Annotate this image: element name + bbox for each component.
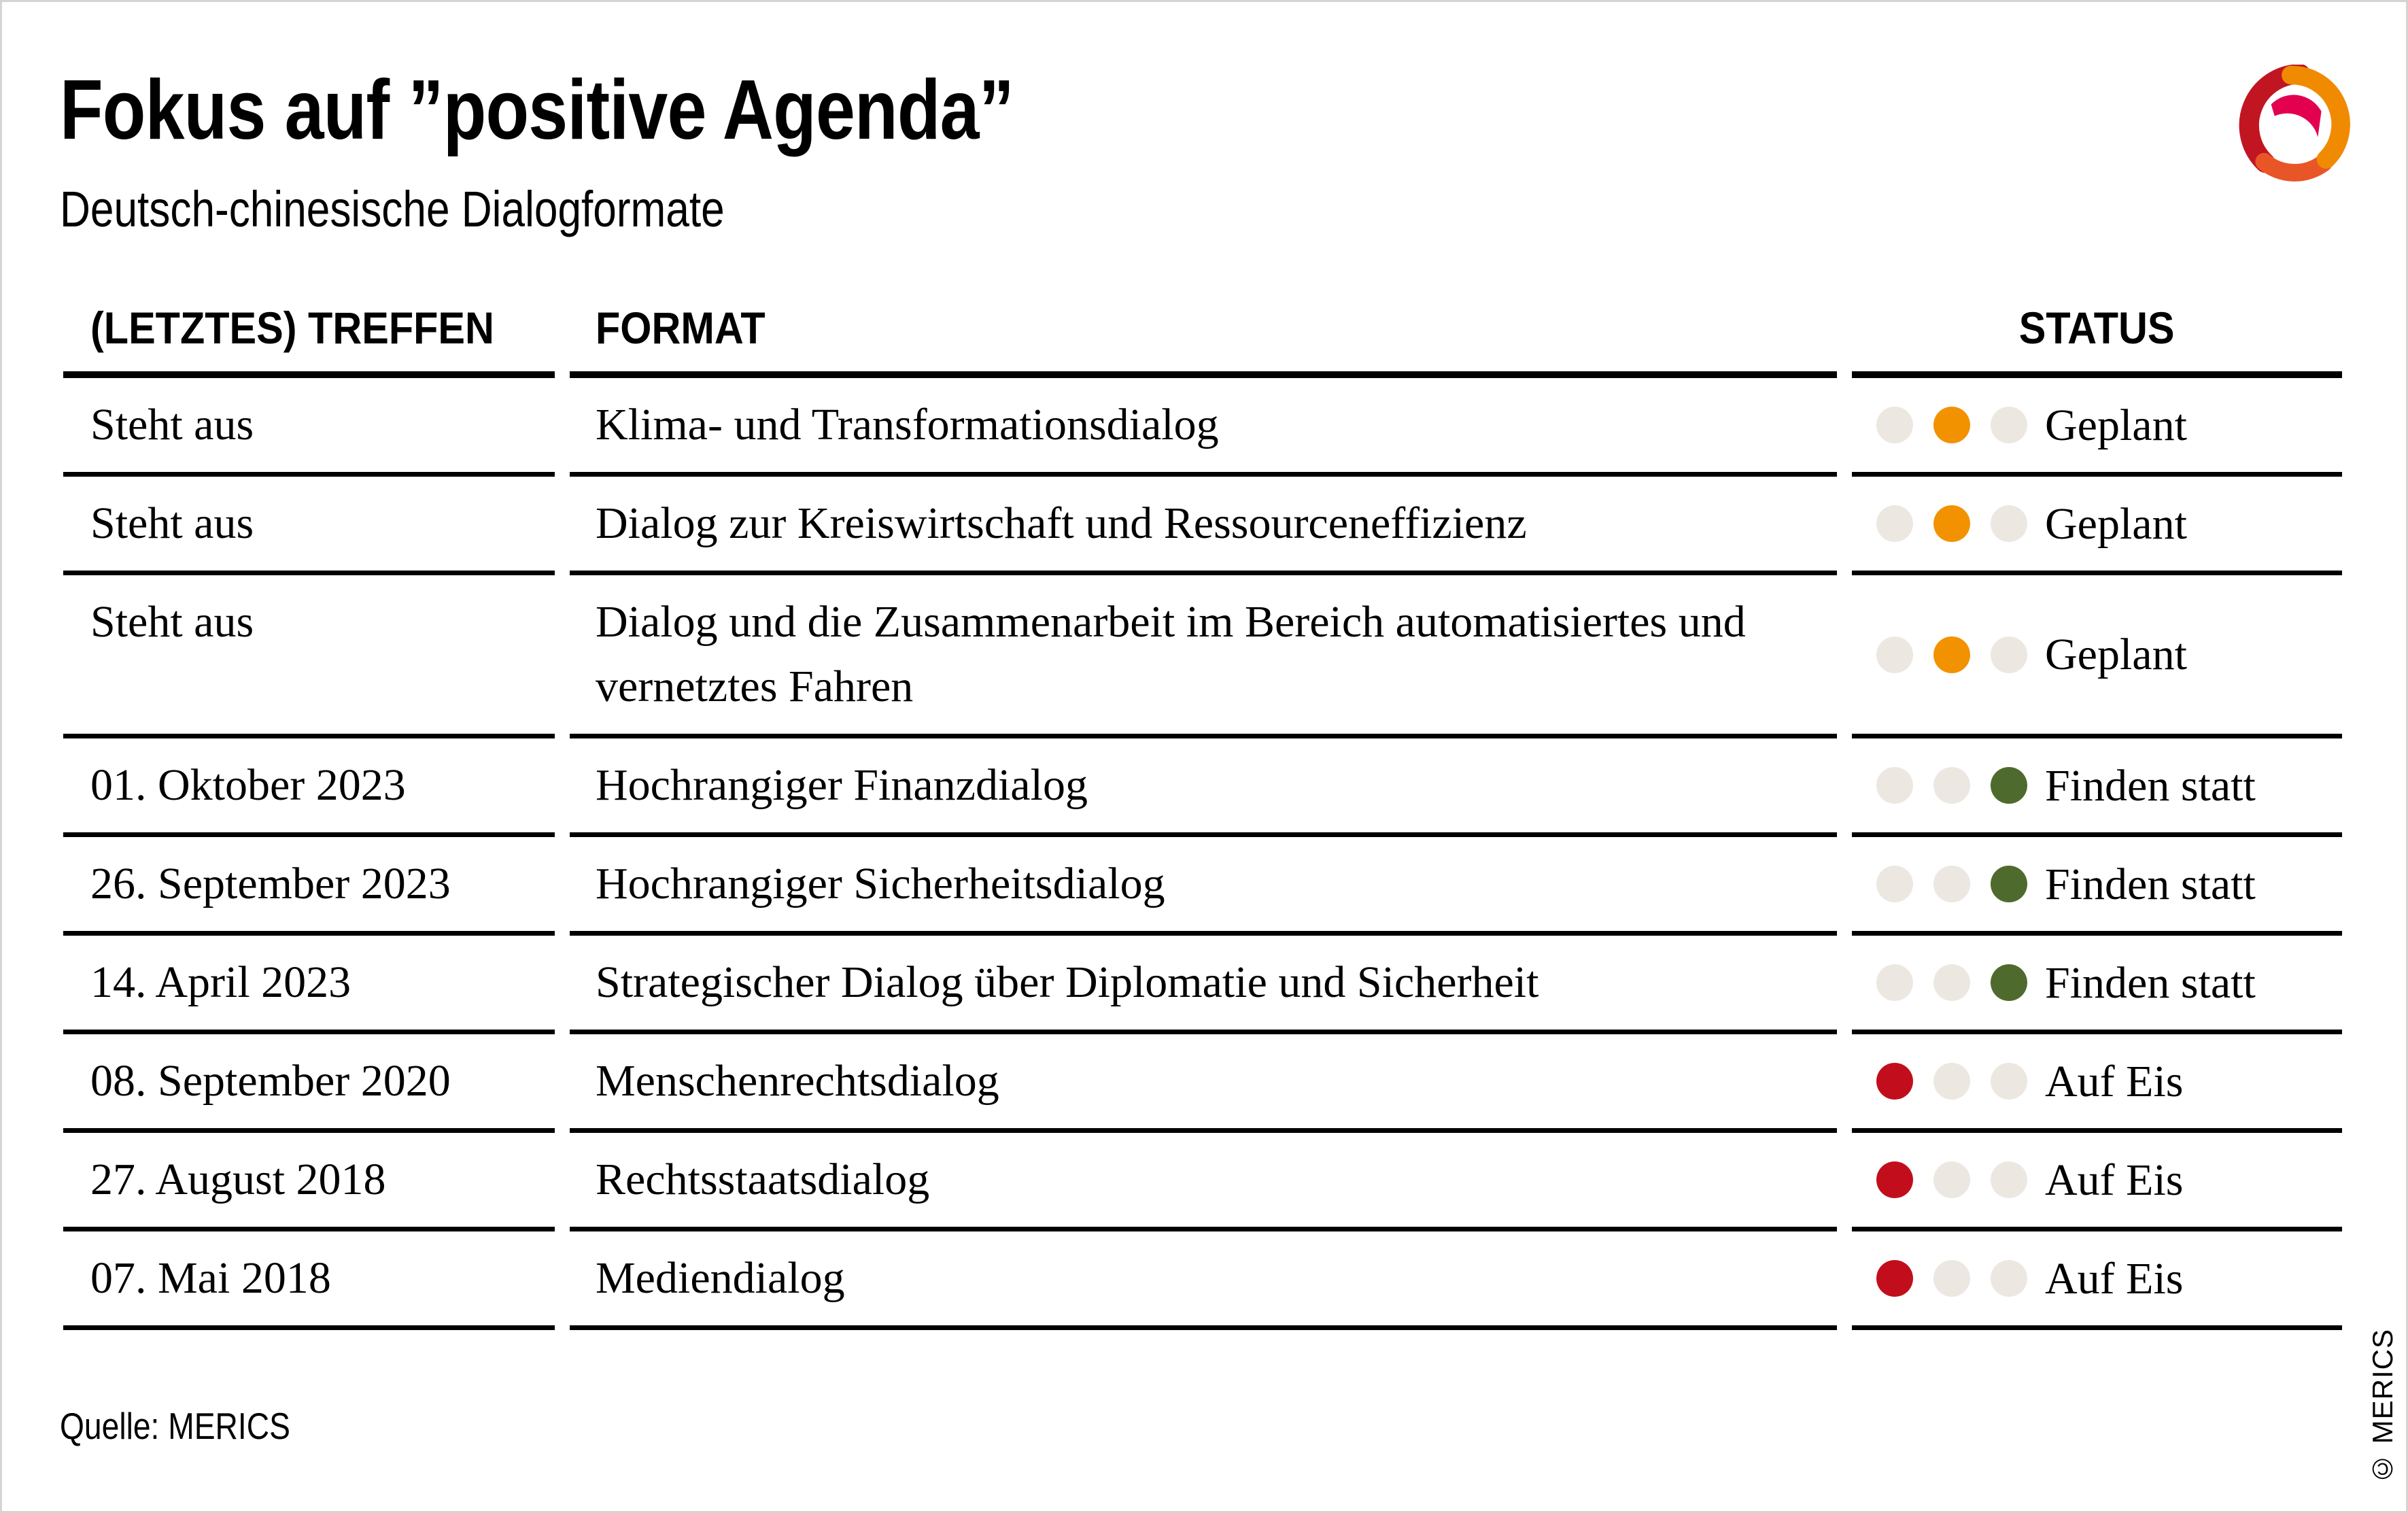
status-dot [1876,1063,1913,1100]
status-dot [1991,866,2027,902]
row-date: 01. Oktober 2023 [63,738,555,837]
status-dot [1933,1063,1970,1100]
row-status: Finden statt [1852,738,2342,837]
status-dot [1876,866,1913,902]
status-dot [1876,964,1913,1001]
status-dot [1933,636,1970,673]
status-dot [1876,1161,1913,1198]
row-status: Auf Eis [1852,1231,2342,1330]
status-dot [1933,767,1970,804]
row-status: Geplant [1852,477,2342,575]
status-dot [1933,1161,1970,1198]
column-header-status: STATUS [1852,302,2342,378]
page-subtitle-text: Deutsch-chinesische Dialogformate [60,181,725,237]
status-dot [1933,407,1970,443]
page-title-text: Fokus auf ”positive Agenda” [60,63,1014,157]
row-format: Menschenrechtsdialog [570,1034,1837,1133]
status-label: Geplant [2045,498,2187,549]
row-format: Hochrangiger Finanzdialog [570,738,1837,837]
status-dot [1991,636,2027,673]
source-note: Quelle: MERICS [60,1404,334,1448]
status-dot [1876,636,1913,673]
row-date: 07. Mai 2018 [63,1231,555,1330]
row-status: Geplant [1852,378,2342,477]
status-dot [1933,1260,1970,1297]
row-format: Hochrangiger Sicherheitsdialog [570,837,1837,936]
merics-logo-orange-swirl [2282,65,2350,169]
row-status: Finden statt [1852,936,2342,1034]
row-status: Auf Eis [1852,1034,2342,1133]
merics-logo-red-swirl [2239,65,2311,173]
status-dot [1876,1260,1913,1297]
status-label: Finden statt [2045,957,2256,1008]
copyright-note: © MERICS [2367,1328,2398,1485]
row-status: Geplant [1852,575,2342,738]
column-header-treffen: (LETZTES) TREFFEN [63,302,555,378]
status-label: Finden statt [2045,760,2256,811]
row-status: Finden statt [1852,837,2342,936]
status-dot [1876,767,1913,804]
table-row: 01. Oktober 2023 Hochrangiger Finanzdial… [63,738,2342,837]
table-row: 07. Mai 2018 Mediendialog Auf Eis [63,1231,2342,1330]
row-date: Steht aus [63,378,555,477]
row-date: Steht aus [63,575,555,738]
merics-logo-icon [2239,65,2350,182]
status-label: Auf Eis [2045,1056,2184,1106]
column-header-format: FORMAT [570,302,1837,378]
dialog-format-table: (LETZTES) TREFFEN FORMAT STATUS Steht au… [63,293,2342,1330]
source-note-text: Quelle: MERICS [60,1405,290,1447]
row-format: Mediendialog [570,1231,1837,1330]
merics-logo-pink-swirl [2271,95,2322,137]
status-label: Auf Eis [2045,1253,2184,1304]
status-label: Finden statt [2045,859,2256,909]
page-title: Fokus auf ”positive Agenda” [60,62,1195,158]
status-dot [1991,505,2027,542]
status-dot [1991,1063,2027,1100]
row-date: 27. August 2018 [63,1133,555,1231]
status-dot [1991,1260,2027,1297]
table-row: 14. April 2023 Strategischer Dialog über… [63,936,2342,1034]
row-status: Auf Eis [1852,1133,2342,1231]
row-format: Rechtsstaatsdialog [570,1133,1837,1231]
row-format: Strategischer Dialog über Diplomatie und… [570,936,1837,1034]
row-format: Klima- und Transformationsdialog [570,378,1837,477]
table-row: 27. August 2018 Rechtsstaatsdialog Auf E… [63,1133,2342,1231]
status-dot [1991,407,2027,443]
status-dot [1876,407,1913,443]
status-label: Geplant [2045,400,2187,450]
status-label: Geplant [2045,630,2187,679]
table-row: 08. September 2020 Menschenrechtsdialog … [63,1034,2342,1133]
status-dot [1933,964,1970,1001]
row-format: Dialog und die Zusammenarbeit im Bereich… [570,575,1837,738]
table-header-row: (LETZTES) TREFFEN FORMAT STATUS [63,293,2342,378]
status-dot [1933,866,1970,902]
row-date: 08. September 2020 [63,1034,555,1133]
table-row: Steht aus Dialog und die Zusammenarbeit … [63,575,2342,738]
status-dot [1991,1161,2027,1198]
row-date: 14. April 2023 [63,936,555,1034]
status-dot [1991,767,2027,804]
table-row: Steht aus Klima- und Transformationsdial… [63,378,2342,477]
row-format: Dialog zur Kreiswirtschaft und Ressource… [570,477,1837,575]
status-dot [1933,505,1970,542]
row-date: Steht aus [63,477,555,575]
table-row: 26. September 2023 Hochrangiger Sicherhe… [63,837,2342,936]
status-label: Auf Eis [2045,1155,2184,1205]
merics-logo-vermilion-swirl [2255,152,2333,182]
status-dot [1991,964,2027,1001]
table-row: Steht aus Dialog zur Kreiswirtschaft und… [63,477,2342,575]
row-date: 26. September 2023 [63,837,555,936]
status-dot [1876,505,1913,542]
page-subtitle: Deutsch-chinesische Dialogformate [60,180,851,238]
